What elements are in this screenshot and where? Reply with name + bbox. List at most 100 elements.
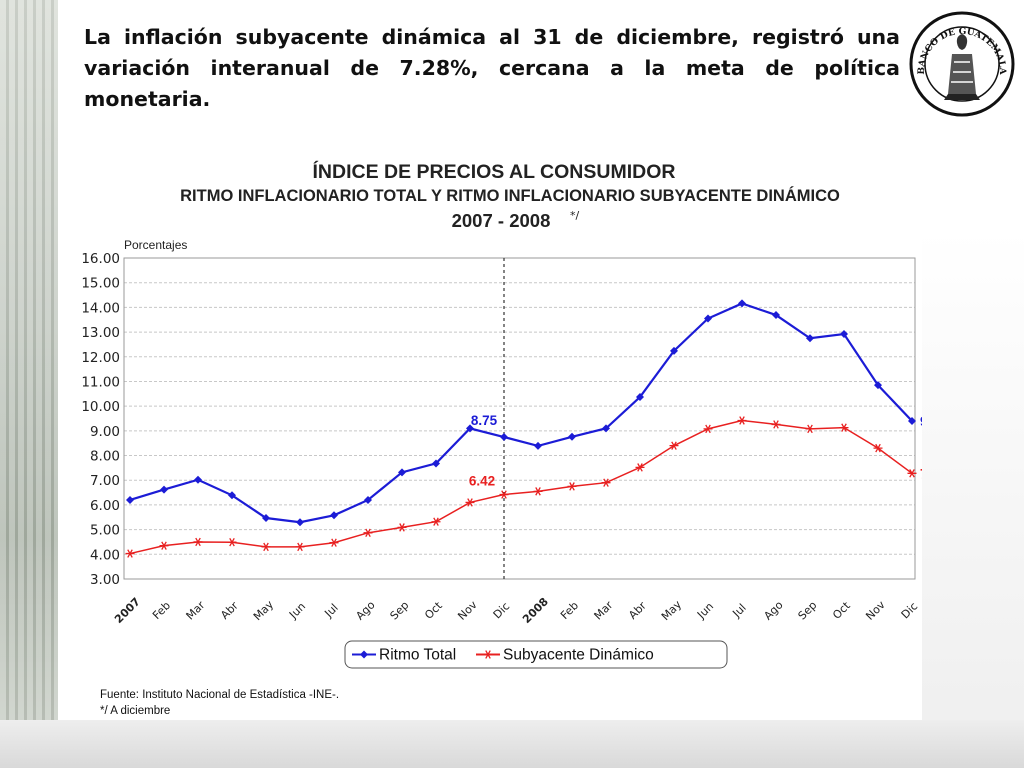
x-tick-label: Jul bbox=[730, 601, 749, 620]
x-tick-label: 2007 bbox=[112, 595, 143, 626]
x-tick-label: Mar bbox=[592, 598, 616, 622]
series-line bbox=[129, 419, 913, 555]
data-point bbox=[908, 416, 916, 425]
x-tick-label: Dic bbox=[491, 600, 513, 622]
x-tick-label: Feb bbox=[558, 599, 581, 622]
y-tick-label: 12.00 bbox=[81, 350, 120, 366]
data-point bbox=[738, 299, 746, 308]
data-point bbox=[500, 433, 508, 442]
x-tick-label: Ago bbox=[353, 598, 377, 622]
y-tick-label: 10.00 bbox=[81, 399, 120, 415]
x-tick-label: 2008 bbox=[520, 595, 551, 626]
data-point bbox=[465, 498, 475, 507]
x-tick-label: Oct bbox=[422, 599, 445, 622]
data-point bbox=[534, 441, 542, 450]
x-tick-label: Jun bbox=[286, 600, 308, 622]
data-point bbox=[839, 423, 849, 432]
background-decoration bbox=[914, 230, 1024, 768]
y-tick-label: 16.00 bbox=[81, 251, 120, 267]
background-building-photo bbox=[0, 0, 58, 768]
x-tick-label: Ago bbox=[761, 598, 785, 622]
chart-panel: ÍNDICE DE PRECIOS AL CONSUMIDOR RITMO IN… bbox=[58, 157, 922, 720]
data-point bbox=[228, 491, 236, 500]
x-tick-label: Feb bbox=[150, 599, 173, 622]
x-axis-ticks: 2007 Feb Mar Abr May Jun Jul Ago Sep Oct Nov Dic 200… bbox=[112, 595, 920, 626]
data-point bbox=[840, 330, 848, 339]
y-tick-label: 6.00 bbox=[90, 498, 120, 514]
footnote: */ A diciembre bbox=[100, 705, 171, 717]
y-tick-label: 15.00 bbox=[81, 276, 120, 292]
plot-frame bbox=[123, 257, 916, 580]
data-point bbox=[704, 314, 712, 323]
data-point bbox=[874, 381, 882, 390]
data-label: 9.40 bbox=[920, 414, 922, 429]
data-point bbox=[772, 311, 780, 320]
series-layer bbox=[125, 299, 917, 558]
data-point bbox=[636, 393, 644, 402]
banco-de-guatemala-logo: · BANCO DE GUATEMALA bbox=[909, 11, 1015, 117]
data-point bbox=[907, 469, 917, 478]
series-line bbox=[129, 302, 913, 524]
y-tick-label: 8.00 bbox=[90, 449, 120, 465]
data-label: 6.42 bbox=[469, 474, 495, 489]
data-point bbox=[499, 490, 509, 499]
data-point bbox=[126, 495, 134, 504]
y-axis-label: Porcentajes bbox=[124, 238, 187, 252]
data-point bbox=[363, 528, 373, 538]
inflation-line-chart: ÍNDICE DE PRECIOS AL CONSUMIDOR RITMO IN… bbox=[81, 160, 922, 669]
data-point bbox=[771, 420, 781, 429]
x-tick-label: Abr bbox=[218, 599, 241, 622]
legend-marker bbox=[360, 650, 368, 659]
data-point bbox=[193, 537, 203, 547]
x-tick-label: Sep bbox=[388, 599, 412, 623]
data-point bbox=[602, 424, 610, 433]
data-point bbox=[227, 537, 237, 547]
data-point bbox=[805, 424, 815, 434]
data-labels: 8.75 6.42 9.40 7.28 bbox=[469, 413, 922, 489]
data-label: 7.28 bbox=[920, 466, 922, 481]
x-tick-label: Sep bbox=[796, 599, 820, 623]
y-tick-label: 9.00 bbox=[90, 424, 120, 440]
series-subyacente-dinamico bbox=[125, 416, 917, 558]
chart-period-note: */ bbox=[570, 209, 580, 222]
y-tick-label: 14.00 bbox=[81, 300, 120, 316]
data-point bbox=[160, 485, 168, 494]
x-tick-label: Dic bbox=[899, 600, 921, 622]
data-point bbox=[635, 463, 645, 472]
data-point bbox=[806, 334, 814, 343]
data-point bbox=[125, 549, 135, 558]
source-note: Fuente: Instituto Nacional de Estadístic… bbox=[100, 689, 340, 701]
grid-lines bbox=[123, 257, 916, 580]
data-point bbox=[567, 482, 577, 491]
x-tick-label: May bbox=[251, 598, 277, 624]
x-tick-label: Oct bbox=[830, 599, 853, 622]
data-point bbox=[466, 424, 474, 433]
x-tick-label: Jul bbox=[322, 601, 341, 620]
chart-title: ÍNDICE DE PRECIOS AL CONSUMIDOR bbox=[313, 160, 676, 183]
x-tick-label: May bbox=[659, 598, 685, 624]
y-axis-ticks: 16.00 15.00 14.00 13.00 12.00 11.00 10.00 9.00 8… bbox=[81, 251, 120, 588]
data-point bbox=[703, 424, 713, 434]
legend-box bbox=[344, 640, 728, 669]
legend: Ritmo Total Subyacente Dinámico bbox=[344, 640, 728, 669]
data-point bbox=[329, 538, 339, 547]
y-tick-label: 4.00 bbox=[90, 547, 120, 563]
data-point bbox=[194, 475, 202, 484]
data-point bbox=[330, 511, 338, 520]
data-point bbox=[431, 517, 441, 526]
data-point bbox=[670, 346, 678, 355]
data-point bbox=[533, 487, 543, 496]
data-point bbox=[295, 542, 305, 552]
x-tick-label: Mar bbox=[184, 598, 208, 622]
headline: La inflación subyacente dinámica al 31 d… bbox=[84, 25, 900, 111]
x-tick-label: Jun bbox=[694, 600, 716, 622]
legend-label: Ritmo Total bbox=[379, 647, 456, 664]
data-point bbox=[432, 459, 440, 468]
data-point bbox=[398, 468, 406, 477]
data-point bbox=[568, 432, 576, 441]
x-tick-label: Abr bbox=[626, 599, 649, 622]
data-point bbox=[364, 495, 372, 504]
legend-marker bbox=[483, 650, 493, 659]
data-point bbox=[669, 441, 679, 450]
background-bottom-band bbox=[0, 720, 1024, 768]
